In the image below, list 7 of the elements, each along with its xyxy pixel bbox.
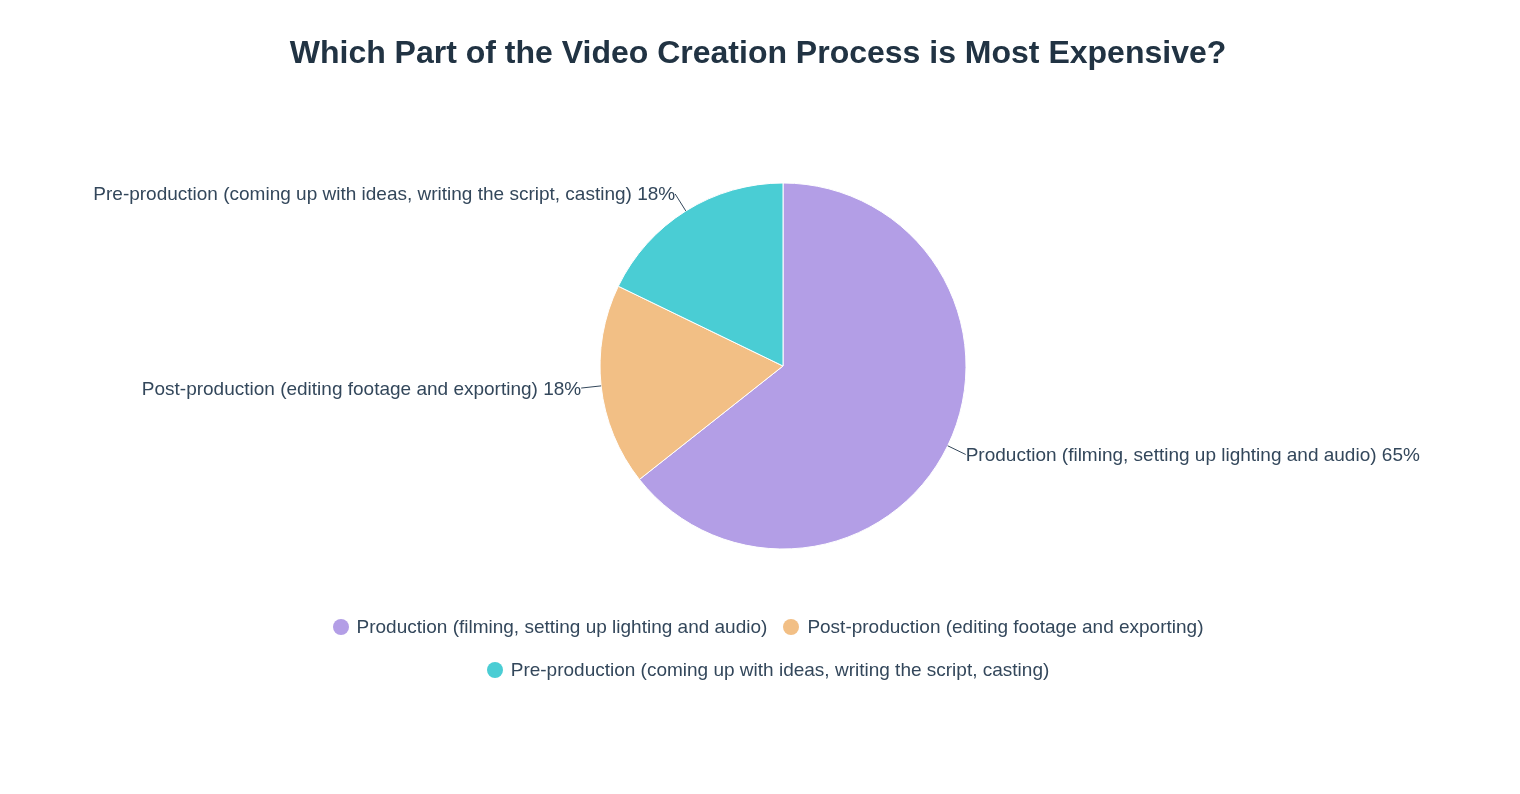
category-label: Production (filming, setting up lighting and audio) 65% (965, 443, 1420, 465)
chart-title: Which Part of the Video Creation Process is Most Expensive? (288, 33, 1228, 71)
legend-label: Pre-production (coming up with ideas, writing the script, casting) (509, 658, 1050, 682)
category-label: Pre-production (coming up with ideas, writing the script, casting) 18% (93, 183, 676, 205)
legend-label: Production (filming, setting up lighting and audio) (355, 615, 768, 639)
category-label: Post-production (editing footage and exporting) 18% (141, 377, 582, 399)
legend-label: Post-production (editing footage and exporting) (806, 615, 1204, 639)
